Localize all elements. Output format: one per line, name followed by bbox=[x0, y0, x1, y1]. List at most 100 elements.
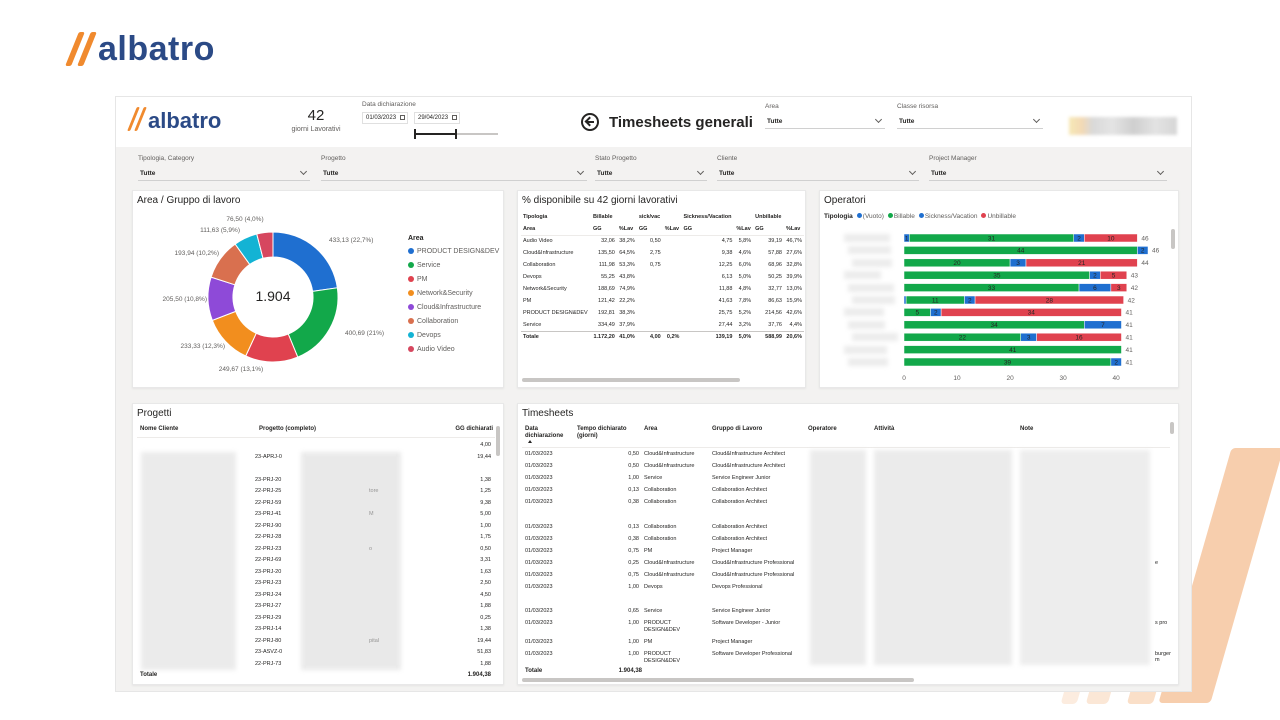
table-row[interactable]: 23-ASVZ-0 51,83 bbox=[137, 647, 491, 659]
project-manager-slicer[interactable]: Project Manager Tutte bbox=[929, 155, 1167, 181]
calendar-icon[interactable] bbox=[452, 115, 457, 120]
slider-start-handle[interactable] bbox=[414, 129, 416, 139]
table-row[interactable]: 22-PRJ-73 1,88 bbox=[137, 659, 491, 671]
progetto-slicer[interactable]: Progetto Tutte bbox=[321, 155, 587, 181]
legend-item[interactable]: PRODUCT DESIGN&DEV bbox=[408, 244, 499, 258]
column-header[interactable] bbox=[617, 211, 637, 223]
donut-slice[interactable] bbox=[287, 287, 339, 358]
column-header[interactable]: Nome Cliente bbox=[140, 426, 179, 432]
bar-segment[interactable] bbox=[903, 295, 907, 305]
column-header[interactable]: GG bbox=[683, 225, 692, 232]
table-row[interactable]: 23-PRJ-20 1,63 bbox=[137, 567, 491, 579]
legend-item[interactable]: Unbillable bbox=[981, 213, 1016, 220]
table-row[interactable]: 22-PRJ-90 1,00 bbox=[137, 521, 491, 533]
legend-item[interactable]: Audio Video bbox=[408, 342, 499, 356]
table-row[interactable]: 01/03/2023 1,00 PRODUCT DESIGN&DEV Software… bbox=[522, 619, 1170, 638]
column-header[interactable]: Area bbox=[644, 426, 658, 432]
legend-item[interactable]: Collaboration bbox=[408, 314, 499, 328]
column-header[interactable] bbox=[663, 211, 682, 223]
column-header[interactable]: Area bbox=[523, 225, 536, 232]
column-header[interactable]: %Lav bbox=[785, 225, 801, 232]
legend-item[interactable]: (Vuoto) bbox=[856, 213, 884, 220]
table-row[interactable]: 22-PRJ-59 9,38 bbox=[137, 498, 491, 510]
back-arrow-icon[interactable] bbox=[581, 113, 599, 131]
resource-class-dropdown[interactable]: Tutte bbox=[897, 115, 1043, 129]
legend-item[interactable]: Cloud&Infrastructure bbox=[408, 300, 499, 314]
start-date-input[interactable]: 01/03/2023 bbox=[362, 112, 408, 124]
bar-segment[interactable] bbox=[903, 345, 1122, 354]
table-row[interactable]: 23-PRJ-29 0,25 bbox=[137, 613, 491, 625]
table-row[interactable]: 01/03/2023 0,38 Collaboration Collaboration… bbox=[522, 498, 1170, 510]
table-row[interactable]: 23-PRJ-20 1,38 bbox=[137, 475, 491, 487]
table-row[interactable]: 23-APRJ-0 19,44 bbox=[137, 452, 491, 464]
bar-segment[interactable] bbox=[1025, 258, 1138, 268]
table-row[interactable]: 23-PRJ-23 2,50 bbox=[137, 578, 491, 590]
bar-segment[interactable] bbox=[940, 308, 1122, 317]
bar-segment[interactable] bbox=[1084, 233, 1138, 243]
legend-item[interactable]: Network&Security bbox=[408, 286, 499, 300]
column-header[interactable]: Attività bbox=[874, 426, 895, 432]
column-header[interactable]: Operatore bbox=[808, 426, 837, 432]
progetto-dropdown[interactable]: Tutte bbox=[321, 167, 587, 181]
stato-progetto-slicer[interactable]: Stato Progetto Tutte bbox=[595, 155, 707, 181]
tipologia-slicer[interactable]: Tipologia, Category Tutte bbox=[138, 155, 310, 181]
table-row[interactable]: 01/03/2023 0,25 Cloud&Infrastructure Cloud&… bbox=[522, 559, 1170, 571]
column-header[interactable]: Sickness/Vacation bbox=[683, 214, 732, 220]
horizontal-scrollbar[interactable] bbox=[522, 678, 914, 682]
table-row[interactable]: 01/03/2023 0,38 Collaboration Collaboration… bbox=[522, 535, 1170, 547]
table-row[interactable]: 01/03/2023 0,13 Collaboration Collaboration… bbox=[522, 523, 1170, 535]
table-row[interactable]: 01/03/2023 0,65 Service Service Engineer Ju… bbox=[522, 607, 1170, 619]
legend-item[interactable]: Billable bbox=[887, 213, 915, 220]
column-header[interactable]: Progetto (completo) bbox=[259, 426, 316, 432]
tipologia-dropdown[interactable]: Tutte bbox=[138, 167, 310, 181]
column-header[interactable]: Note bbox=[1020, 426, 1034, 432]
stato-progetto-dropdown[interactable]: Tutte bbox=[595, 167, 707, 181]
area-dropdown[interactable]: Tutte bbox=[765, 115, 885, 129]
column-header[interactable]: Gruppo di Lavoro bbox=[712, 426, 763, 432]
legend-item[interactable]: Sickness/Vacation bbox=[918, 213, 977, 220]
donut-slice[interactable] bbox=[256, 231, 274, 259]
column-header[interactable]: Tempo dichiarato (giorni) bbox=[577, 426, 627, 439]
column-header[interactable]: Unbillable bbox=[755, 214, 782, 220]
donut-slice[interactable] bbox=[272, 231, 338, 292]
sort-ascending-icon[interactable] bbox=[528, 440, 532, 443]
bar-segment[interactable] bbox=[1137, 246, 1149, 255]
column-header[interactable]: %Lav bbox=[664, 225, 680, 232]
table-row[interactable]: 4,00 bbox=[137, 440, 491, 452]
table-row[interactable]: 01/03/2023 0,75 PM Project Manager bbox=[522, 547, 1170, 559]
date-range-slider[interactable] bbox=[414, 129, 498, 139]
bar-segment[interactable] bbox=[1100, 270, 1128, 280]
table-row[interactable]: 01/03/2023 0,75 Cloud&Infrastructure Cloud&… bbox=[522, 571, 1170, 583]
table-row[interactable]: 01/03/2023 0,13 Collaboration Collaboration… bbox=[522, 486, 1170, 498]
vertical-scrollbar[interactable] bbox=[1170, 422, 1174, 434]
area-slicer[interactable]: Area Tutte bbox=[765, 103, 885, 129]
table-row[interactable]: 01/03/2023 0,50 Cloud&Infrastructure Cloud&… bbox=[522, 450, 1170, 462]
table-row[interactable]: 01/03/2023 1,00 Service Service Engineer Ju… bbox=[522, 474, 1170, 486]
column-header[interactable] bbox=[734, 211, 753, 223]
column-header[interactable]: sick/vac bbox=[638, 214, 661, 220]
column-header[interactable]: Billable bbox=[592, 214, 613, 220]
table-row[interactable]: 23-PRJ-27 1,88 bbox=[137, 601, 491, 613]
table-row[interactable]: 01/03/2023 1,00 PRODUCT DESIGN&DEV Software… bbox=[522, 650, 1171, 669]
table-row[interactable]: 01/03/2023 1,00 Devops Devops Professional bbox=[522, 583, 1170, 595]
project-manager-dropdown[interactable]: Tutte bbox=[929, 167, 1167, 181]
bar-segment[interactable] bbox=[1110, 357, 1122, 367]
column-header[interactable]: %Lav bbox=[618, 225, 634, 232]
cliente-slicer[interactable]: Cliente Tutte bbox=[717, 155, 919, 181]
table-row[interactable]: 01/03/2023 1,00 PM Project Manager bbox=[522, 638, 1170, 650]
table-row[interactable]: 23-PRJ-14 1,38 bbox=[137, 624, 491, 636]
table-row[interactable]: 22-PRJ-69 3,31 bbox=[137, 555, 491, 567]
bar-segment[interactable] bbox=[1110, 283, 1128, 292]
column-header[interactable] bbox=[784, 211, 804, 223]
slider-end-handle[interactable] bbox=[455, 129, 457, 139]
column-header[interactable]: GG dichiarati bbox=[455, 426, 493, 432]
legend-item[interactable]: Devops bbox=[408, 328, 499, 342]
bar-segment[interactable] bbox=[1036, 332, 1122, 342]
column-header[interactable]: GG bbox=[592, 225, 602, 232]
table-row[interactable]: 22-PRJ-28 1,75 bbox=[137, 532, 491, 544]
bar-segment[interactable] bbox=[974, 295, 1124, 305]
end-date-input[interactable]: 29/04/2023 bbox=[414, 112, 460, 124]
column-header[interactable]: GG bbox=[755, 225, 764, 232]
legend-item[interactable]: PM bbox=[408, 272, 499, 286]
column-header[interactable]: GG bbox=[638, 225, 648, 232]
